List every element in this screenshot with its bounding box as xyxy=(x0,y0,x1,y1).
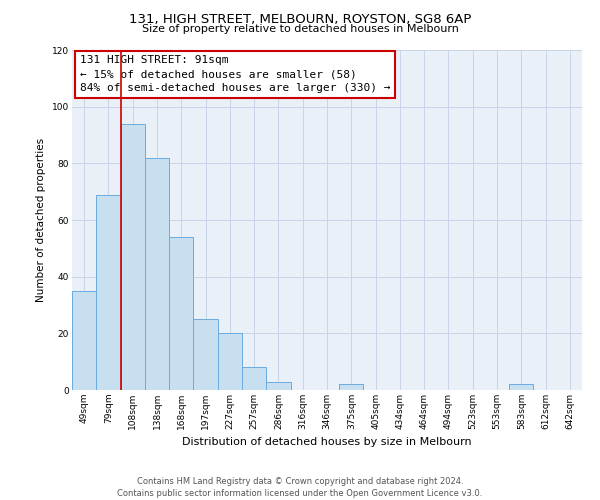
Bar xyxy=(145,158,169,390)
Bar xyxy=(96,194,121,390)
Bar xyxy=(169,237,193,390)
Text: 131 HIGH STREET: 91sqm
← 15% of detached houses are smaller (58)
84% of semi-det: 131 HIGH STREET: 91sqm ← 15% of detached… xyxy=(80,55,390,93)
Text: Contains HM Land Registry data © Crown copyright and database right 2024.
Contai: Contains HM Land Registry data © Crown c… xyxy=(118,476,482,498)
Text: 131, HIGH STREET, MELBOURN, ROYSTON, SG8 6AP: 131, HIGH STREET, MELBOURN, ROYSTON, SG8… xyxy=(129,12,471,26)
X-axis label: Distribution of detached houses by size in Melbourn: Distribution of detached houses by size … xyxy=(182,438,472,448)
Text: Size of property relative to detached houses in Melbourn: Size of property relative to detached ho… xyxy=(142,24,458,34)
Bar xyxy=(339,384,364,390)
Bar xyxy=(121,124,145,390)
Y-axis label: Number of detached properties: Number of detached properties xyxy=(37,138,46,302)
Bar xyxy=(266,382,290,390)
Bar xyxy=(242,368,266,390)
Bar xyxy=(72,291,96,390)
Bar xyxy=(218,334,242,390)
Bar xyxy=(509,384,533,390)
Bar xyxy=(193,319,218,390)
